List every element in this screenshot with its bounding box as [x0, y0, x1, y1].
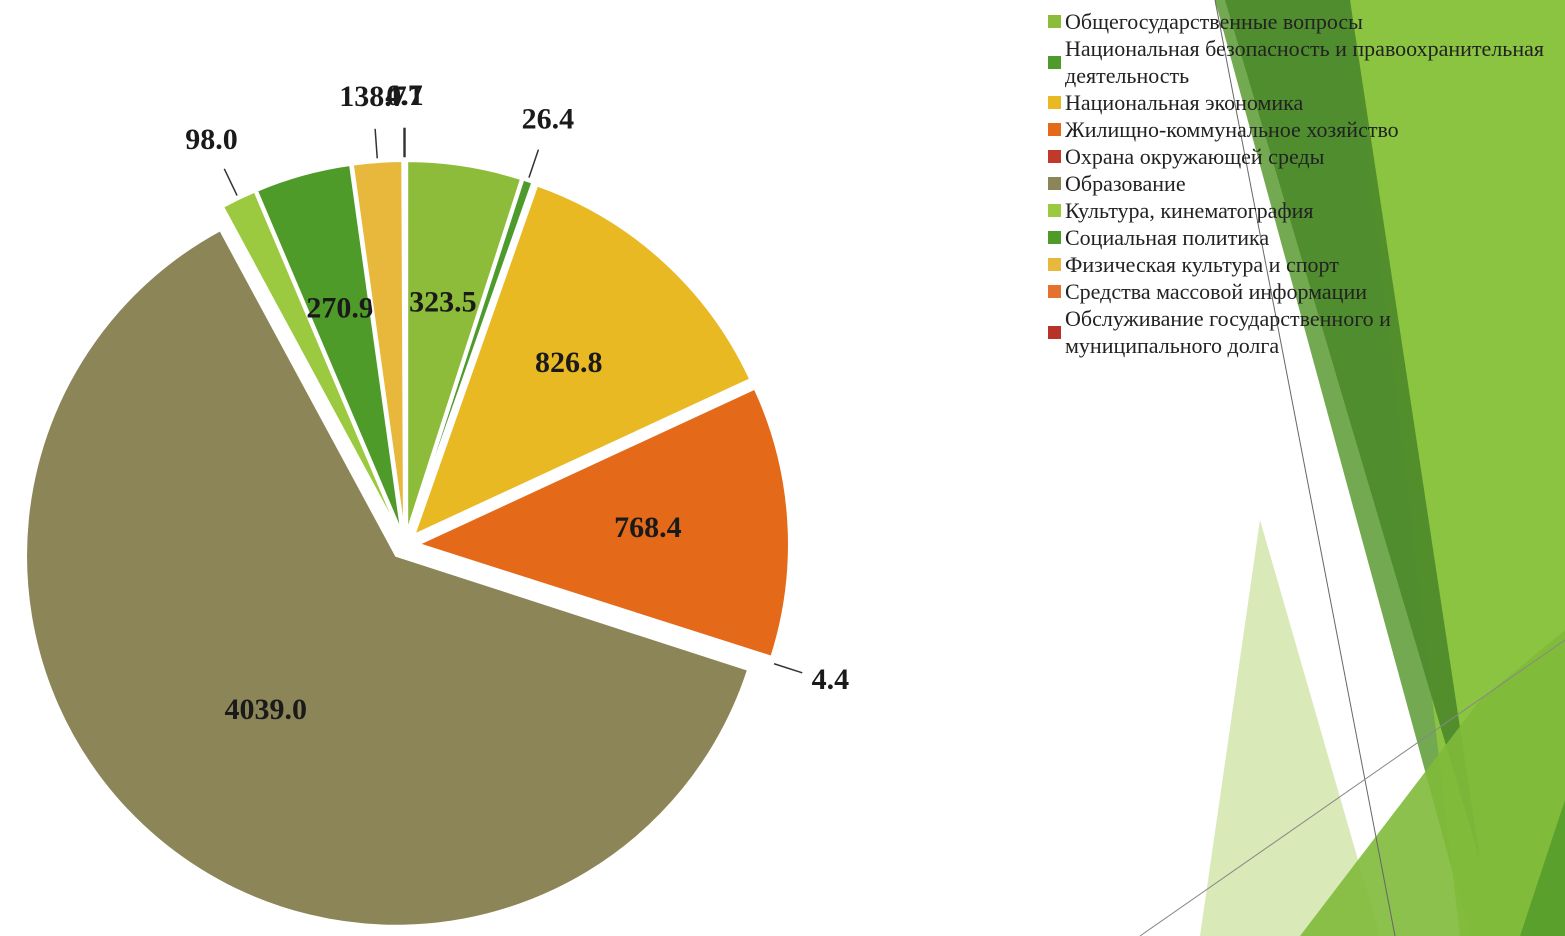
pie-slice — [416, 387, 790, 658]
value-label: 0.1 — [386, 79, 424, 112]
legend-item: Национальная безопасность и правоохранит… — [1048, 35, 1548, 89]
slide-decoration — [1139, 0, 1565, 936]
value-label: 768.4 — [614, 511, 682, 544]
legend-item: Общегосударственные вопросы — [1048, 8, 1548, 35]
pie-slice — [412, 184, 752, 537]
value-label: 826.8 — [535, 346, 603, 379]
pie-slice — [221, 190, 400, 533]
value-label: 138.7 — [339, 80, 407, 113]
value-label: 270.9 — [306, 291, 374, 324]
value-label: 4.7 — [385, 79, 423, 112]
leader-line — [374, 128, 378, 159]
legend-label: Культура, кинематография — [1065, 198, 1314, 223]
leader-line — [223, 168, 238, 196]
value-label: 26.4 — [522, 102, 575, 135]
legend-swatch — [1048, 204, 1061, 217]
legend-item: Национальная экономика — [1048, 89, 1548, 116]
legend-item: Образование — [1048, 170, 1548, 197]
legend-swatch — [1048, 55, 1061, 69]
legend-label: Жилищно-коммунальное хозяйство — [1065, 117, 1399, 142]
pie-slice — [406, 160, 523, 532]
legend-swatch — [1048, 123, 1061, 136]
legend-label: Национальная экономика — [1065, 90, 1304, 115]
legend-swatch — [1048, 285, 1061, 298]
legend-swatch — [1048, 325, 1061, 339]
pie-slice — [255, 163, 403, 532]
legend-label: Национальная безопасность и правоохранит… — [1065, 36, 1544, 88]
legend-swatch — [1048, 15, 1061, 28]
leader-line — [528, 149, 540, 178]
legend-swatch — [1048, 231, 1061, 244]
value-label: 4.4 — [812, 663, 850, 696]
legend-item: Социальная политика — [1048, 224, 1548, 251]
legend-item: Жилищно-коммунальное хозяйство — [1048, 116, 1548, 143]
legend-item: Обслуживание государственного и муниципа… — [1048, 305, 1548, 359]
legend-item: Физическая культура и спорт — [1048, 251, 1548, 278]
value-label: 323.5 — [409, 285, 477, 318]
legend-swatch — [1048, 177, 1061, 190]
legend-swatch — [1048, 150, 1061, 163]
legend-label: Образование — [1065, 171, 1186, 196]
legend: Общегосударственные вопросы Национальная … — [1048, 8, 1548, 359]
legend-label: Общегосударственные вопросы — [1065, 9, 1363, 34]
leader-line — [773, 663, 803, 674]
legend-label: Обслуживание государственного и муниципа… — [1065, 306, 1391, 358]
legend-swatch — [1048, 258, 1061, 271]
legend-label: Охрана окружающей среды — [1065, 144, 1325, 169]
legend-label: Физическая культура и спорт — [1065, 252, 1339, 277]
legend-label: Средства массовой информации — [1065, 279, 1367, 304]
legend-item: Средства массовой информации — [1048, 278, 1548, 305]
legend-item: Культура, кинематография — [1048, 197, 1548, 224]
value-label: 98.0 — [185, 123, 238, 156]
legend-item: Охрана окружающей среды — [1048, 143, 1548, 170]
legend-swatch — [1048, 96, 1061, 109]
pie-slice — [408, 178, 534, 533]
value-label: 4039.0 — [225, 693, 308, 726]
legend-label: Социальная политика — [1065, 225, 1270, 250]
pie-slice — [25, 228, 750, 927]
pie-slice — [418, 548, 773, 665]
